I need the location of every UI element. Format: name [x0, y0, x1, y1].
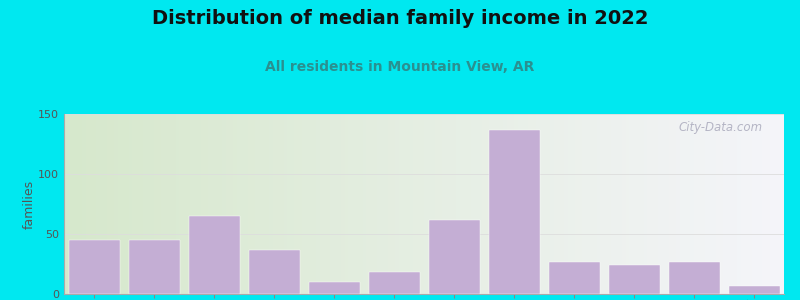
- Bar: [69, 240, 119, 294]
- Bar: [489, 130, 539, 294]
- Bar: [609, 265, 659, 294]
- Y-axis label: families: families: [22, 179, 35, 229]
- Bar: [549, 262, 599, 294]
- Bar: [129, 240, 179, 294]
- Bar: [429, 220, 479, 294]
- Bar: [369, 272, 419, 294]
- Text: City-Data.com: City-Data.com: [678, 121, 762, 134]
- Bar: [189, 216, 239, 294]
- Bar: [249, 250, 299, 294]
- Bar: [309, 282, 359, 294]
- Bar: [729, 286, 779, 294]
- Bar: [669, 262, 719, 294]
- Text: All residents in Mountain View, AR: All residents in Mountain View, AR: [266, 60, 534, 74]
- Text: Distribution of median family income in 2022: Distribution of median family income in …: [152, 9, 648, 28]
